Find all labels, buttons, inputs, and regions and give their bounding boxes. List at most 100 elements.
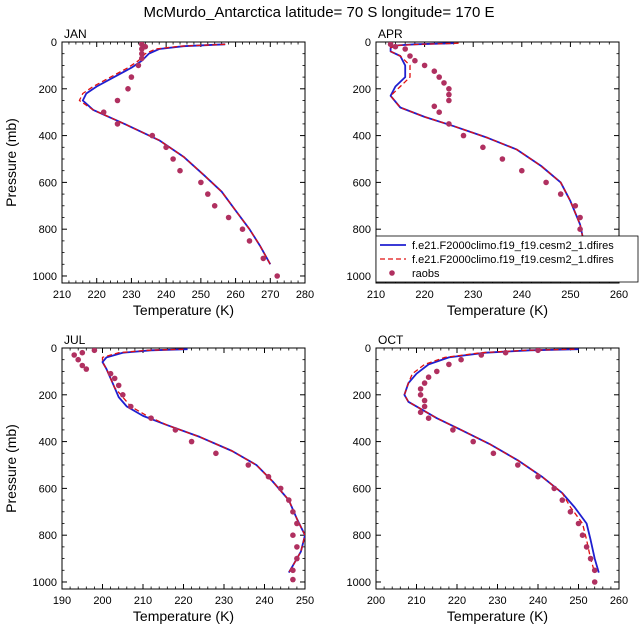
x-tick-label: 190 [53, 595, 71, 607]
x-tick-label: 260 [610, 595, 628, 607]
raobs-point [446, 97, 452, 104]
x-tick-label: 280 [296, 289, 314, 301]
x-tick-label: 220 [415, 289, 433, 301]
raobs-point [277, 485, 284, 492]
raobs-point [177, 167, 183, 174]
raobs-point [139, 50, 145, 57]
raobs-point [421, 397, 428, 404]
x-axis-label: Temperature (K) [447, 302, 548, 318]
x-tick-label: 240 [529, 595, 547, 607]
x-tick-label: 270 [261, 289, 279, 301]
raobs-point [245, 462, 252, 468]
raobs-point [260, 255, 267, 262]
legend-label: f.e21.F2000climo.f19_f19.cesm2_1.dfires [412, 240, 614, 252]
raobs-point [107, 370, 114, 377]
panel-apr: APR 210 220 230 240 250 260 0 200 400 600 800 1000 Te… [347, 27, 629, 318]
legend-box [375, 235, 639, 283]
raobs-point [551, 485, 557, 492]
raobs-point [591, 567, 598, 574]
raobs-point [535, 348, 541, 354]
raobs-point [559, 497, 566, 503]
raobs-point [436, 109, 443, 115]
raobs-point [75, 356, 81, 363]
x-tick-label: 240 [513, 289, 531, 301]
raobs-point [128, 74, 135, 80]
plot-frame [61, 41, 306, 284]
series-line-dashed [403, 348, 596, 573]
x-tick-label: 220 [88, 289, 106, 301]
raobs-point [446, 121, 452, 127]
raobs-point [170, 156, 176, 162]
x-tick-label: 200 [367, 595, 385, 607]
raobs-point [91, 348, 98, 354]
y-tick-label: 600 [39, 177, 57, 189]
raobs-point [407, 53, 413, 59]
raobs-point [446, 86, 452, 92]
raobs-point [100, 109, 107, 115]
series-line-dashed [101, 348, 305, 573]
x-tick-label: 250 [192, 289, 210, 301]
raobs-point [290, 509, 296, 515]
raobs-point [294, 544, 300, 550]
x-tick-label: 240 [255, 595, 273, 607]
x-tick-label: 210 [407, 595, 425, 607]
raobs-point [402, 46, 409, 52]
panel-jan: JAN 210 220 230 240 250 260 270 280 0 200 400 600 800… [3, 27, 314, 318]
plot-area [71, 348, 305, 583]
raobs-point [425, 374, 432, 381]
raobs-point [421, 403, 428, 410]
x-tick-label: 230 [122, 289, 140, 301]
figure-title: McMurdo_Antarctica latitude= 70 S longit… [143, 4, 494, 21]
raobs-point [575, 520, 582, 527]
raobs-point [83, 366, 90, 372]
series-line-solid [101, 348, 305, 574]
raobs-point [470, 438, 477, 445]
raobs-point [421, 62, 428, 69]
x-tick-label: 210 [53, 289, 71, 301]
raobs-point [172, 427, 179, 433]
x-tick-label: 260 [226, 289, 244, 301]
y-axis-label: Pressure (mb) [3, 424, 19, 513]
raobs-point [490, 450, 497, 457]
y-tick-label: 800 [39, 224, 57, 236]
x-tick-label: 230 [215, 595, 233, 607]
raobs-point [128, 403, 134, 410]
raobs-point [71, 352, 77, 358]
raobs-point [460, 132, 467, 139]
x-tick-label: 250 [569, 595, 587, 607]
raobs-point [421, 380, 428, 386]
x-tick-label: 220 [174, 595, 192, 607]
y-tick-label: 800 [353, 224, 371, 236]
raobs-point [417, 386, 424, 392]
x-tick-label: 210 [134, 595, 152, 607]
raobs-point [557, 191, 564, 197]
x-tick-label: 220 [448, 595, 466, 607]
panel-label: OCT [378, 333, 404, 347]
raobs-point [294, 555, 300, 562]
raobs-point [425, 415, 432, 422]
y-tick-label: 1000 [347, 271, 371, 283]
raobs-point [274, 273, 281, 279]
raobs-point [543, 179, 549, 186]
raobs-point [198, 179, 204, 186]
raobs-point [499, 156, 506, 162]
raobs-point [188, 438, 195, 445]
raobs-point [577, 226, 583, 232]
raobs-point [515, 462, 521, 468]
raobs-point [246, 238, 253, 244]
raobs-point [436, 74, 443, 80]
y-tick-label: 600 [39, 483, 57, 495]
raobs-point [572, 203, 579, 209]
raobs-point [446, 361, 452, 368]
panel-oct: OCT 200 210 220 230 240 250 260 0 200 400 600 800 100… [347, 333, 629, 624]
raobs-point [286, 497, 292, 503]
raobs-point [431, 68, 438, 74]
raobs-point [294, 520, 300, 527]
y-axis-label: Pressure (mb) [3, 118, 19, 207]
raobs-point [111, 375, 118, 382]
y-tick-label: 1000 [347, 577, 371, 589]
legend-label: f.e21.F2000climo.f19_f19.cesm2_1.dfires [412, 254, 614, 266]
x-axis-label: Temperature (K) [447, 608, 548, 624]
series-line-solid [403, 348, 600, 573]
y-tick-label: 0 [51, 37, 57, 49]
